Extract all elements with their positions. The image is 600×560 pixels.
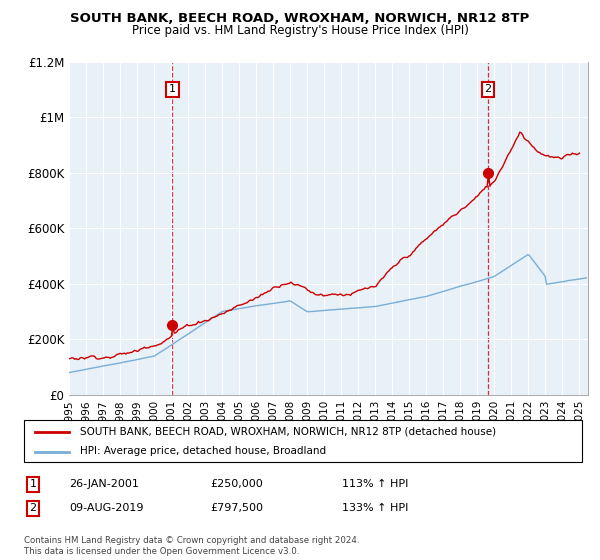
Text: 2: 2 [484, 85, 491, 95]
Text: HPI: Average price, detached house, Broadland: HPI: Average price, detached house, Broa… [80, 446, 326, 456]
Text: £250,000: £250,000 [210, 479, 263, 489]
Text: SOUTH BANK, BEECH ROAD, WROXHAM, NORWICH, NR12 8TP: SOUTH BANK, BEECH ROAD, WROXHAM, NORWICH… [70, 12, 530, 25]
Text: 26-JAN-2001: 26-JAN-2001 [69, 479, 139, 489]
Text: SOUTH BANK, BEECH ROAD, WROXHAM, NORWICH, NR12 8TP (detached house): SOUTH BANK, BEECH ROAD, WROXHAM, NORWICH… [80, 427, 496, 437]
FancyBboxPatch shape [24, 420, 582, 462]
Text: 1: 1 [29, 479, 37, 489]
Text: Contains HM Land Registry data © Crown copyright and database right 2024.
This d: Contains HM Land Registry data © Crown c… [24, 536, 359, 556]
Text: 113% ↑ HPI: 113% ↑ HPI [342, 479, 409, 489]
Text: 2: 2 [29, 503, 37, 514]
Text: 09-AUG-2019: 09-AUG-2019 [69, 503, 143, 514]
Text: 133% ↑ HPI: 133% ↑ HPI [342, 503, 409, 514]
Text: £797,500: £797,500 [210, 503, 263, 514]
Text: Price paid vs. HM Land Registry's House Price Index (HPI): Price paid vs. HM Land Registry's House … [131, 24, 469, 37]
Text: 1: 1 [169, 85, 176, 95]
